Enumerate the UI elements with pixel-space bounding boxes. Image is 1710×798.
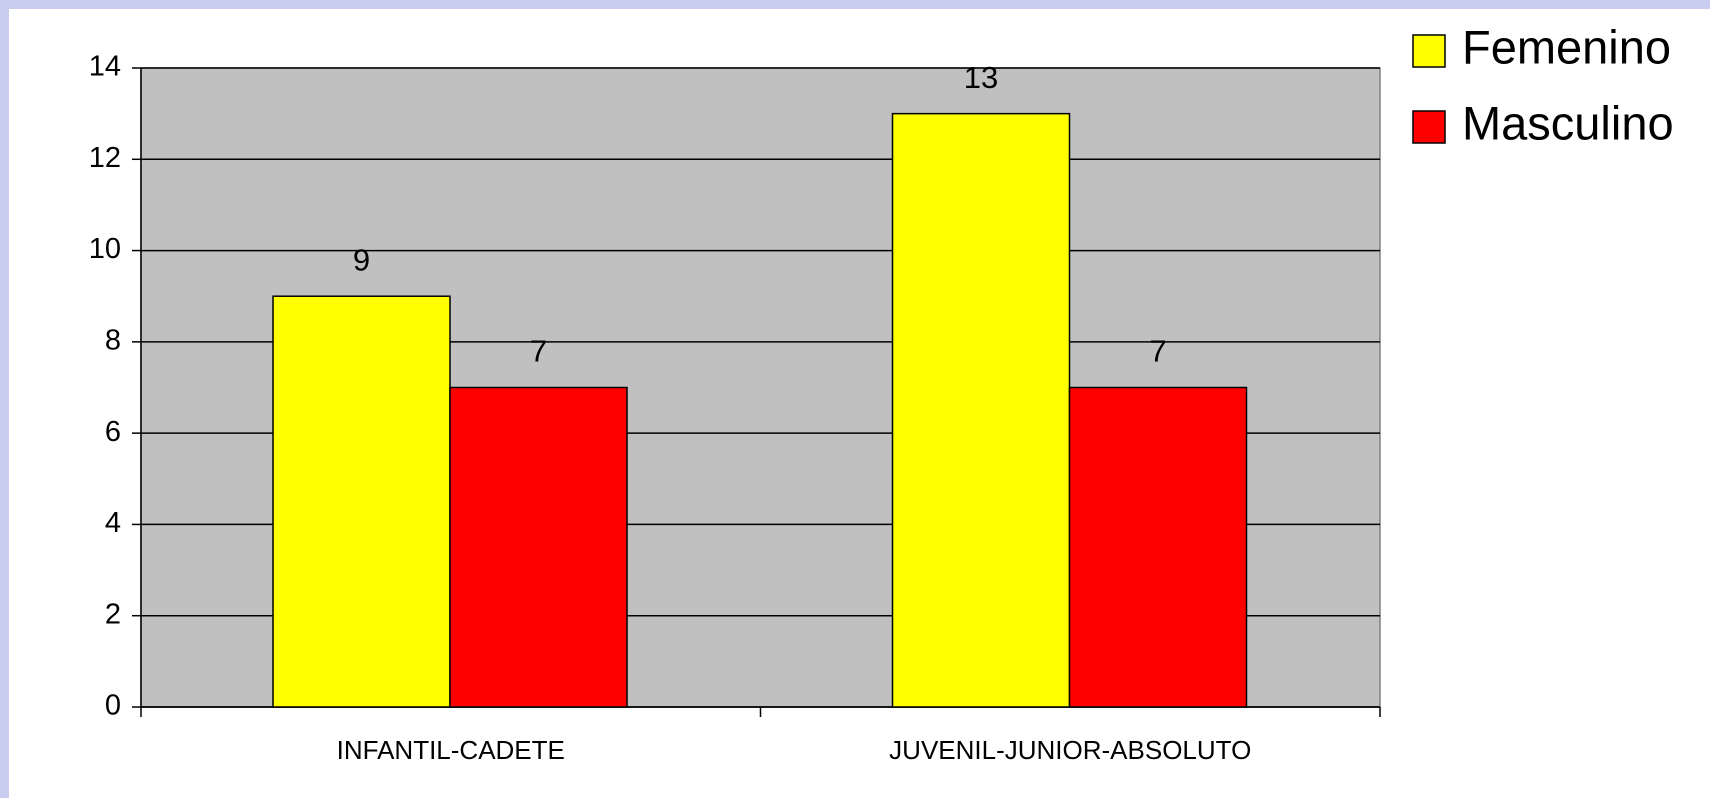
value-label: 9: [353, 242, 370, 277]
value-label: 13: [964, 60, 998, 95]
legend-label: Femenino: [1462, 20, 1671, 73]
bar: [891, 112, 1071, 708]
bar: [272, 295, 451, 708]
legend-swatch: [1412, 34, 1446, 68]
y-tick-label: 6: [105, 416, 121, 448]
y-tick-label: 10: [89, 233, 121, 265]
y-tick-label: 12: [89, 142, 121, 174]
y-tick-label: 2: [105, 598, 121, 630]
legend-swatch: [1412, 110, 1446, 144]
x-tick-label: JUVENIL-JUNIOR-ABSOLUTO: [889, 735, 1251, 765]
x-tick-label: INFANTIL-CADETE: [337, 735, 565, 765]
legend-label: Masculino: [1462, 96, 1674, 149]
value-label: 7: [1149, 334, 1166, 369]
bar: [1068, 386, 1248, 708]
bar: [449, 386, 628, 708]
y-tick-label: 8: [105, 325, 121, 357]
value-label: 7: [530, 334, 547, 369]
y-tick-label: 14: [89, 51, 121, 83]
y-tick-label: 0: [105, 690, 121, 722]
y-tick-label: 4: [105, 507, 121, 539]
